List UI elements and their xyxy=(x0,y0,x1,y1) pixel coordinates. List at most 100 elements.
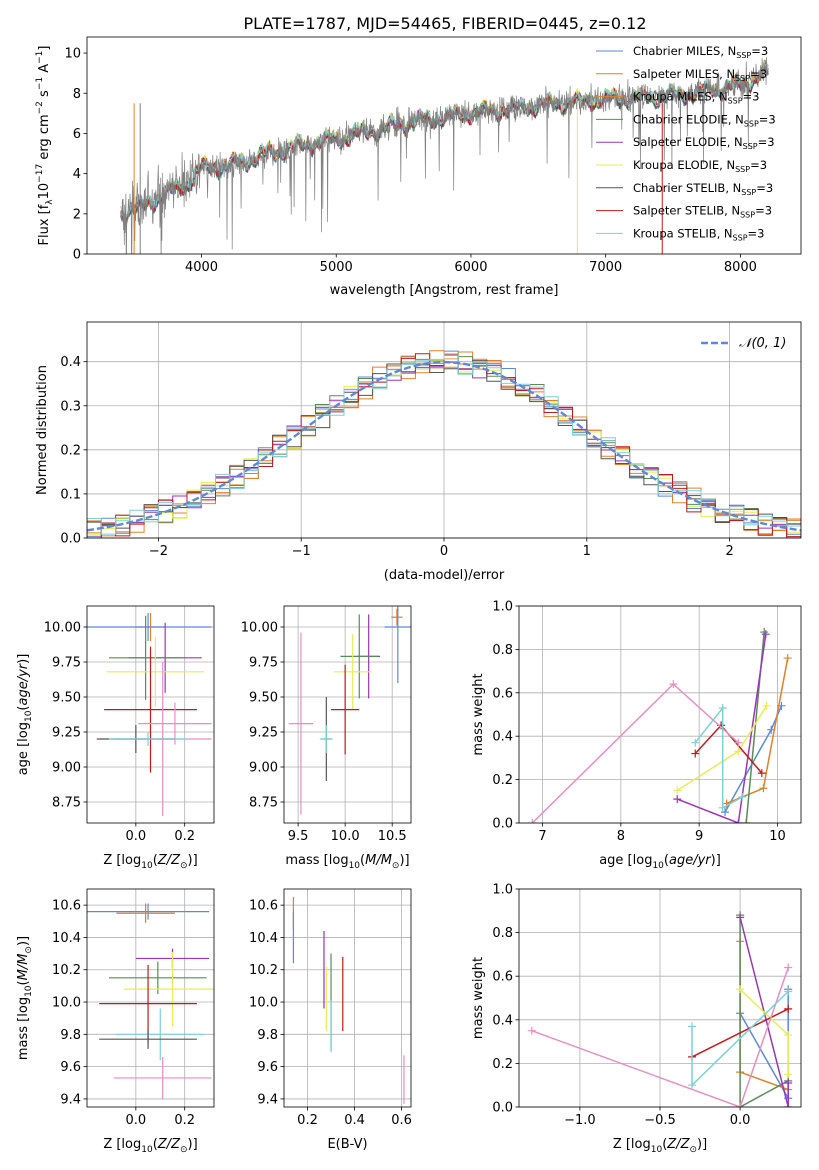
mass-weight-point xyxy=(784,987,793,996)
y-tick-label: 0.8 xyxy=(492,643,513,658)
mass-weight-point xyxy=(784,1103,793,1107)
x-tick-label: 8 xyxy=(617,829,625,844)
axes-frame xyxy=(518,605,802,824)
mass-weight-point xyxy=(760,628,769,637)
x-tick-label: 0 xyxy=(440,544,448,559)
y-tick-label: 0 xyxy=(73,248,81,263)
mass-weight-line xyxy=(691,1008,789,1058)
x-axis-label: (data-model)/error xyxy=(384,568,505,583)
mass-weight-line xyxy=(694,705,743,810)
x-axis-label-part: Z [log xyxy=(103,853,141,868)
y-tick-label: 0.6 xyxy=(492,686,513,701)
y-axis-label-part: age/yr xyxy=(16,662,31,705)
x-axis-label-part: )] xyxy=(188,853,198,868)
x-axis-label: wavelength [Angstrom, rest frame] xyxy=(330,283,559,298)
mass-weight-point xyxy=(784,963,793,972)
y-axis-label-part: Flux [f xyxy=(37,204,52,245)
axes-frame xyxy=(283,605,412,824)
y-tick-label: 9.25 xyxy=(52,726,81,741)
x-tick-label: 0.4 xyxy=(344,1113,365,1128)
y-tick-label: 10.2 xyxy=(52,963,81,978)
legend-entry: Kroupa MILES, NSSP=3 xyxy=(633,90,759,106)
plot-area xyxy=(87,350,801,538)
legend-sub: SSP xyxy=(728,97,743,106)
x-axis-label: Z [log10(Z/Z⊙)] xyxy=(613,1137,707,1155)
x-tick-label: 10 xyxy=(769,829,786,844)
spectrum-panel: 4000 5000 6000 7000 8000 0 2 4 6 8 10 wavelength [A… xyxy=(35,36,802,298)
plot-area xyxy=(288,606,411,815)
y-axis-label: age [log10(age/yr)] xyxy=(16,654,34,776)
plot-area xyxy=(87,613,212,816)
x-tick-label: 0.2 xyxy=(174,1113,195,1128)
mass-weight-point xyxy=(759,784,768,793)
y-tick-label: 9.75 xyxy=(249,656,278,671)
legend-sub: SSP xyxy=(735,74,750,83)
legend-tail: =3 xyxy=(751,44,768,58)
y-axis-label-part: λ xyxy=(45,199,55,205)
x-axis-label-part: ( xyxy=(662,1137,667,1152)
x-tick-label: 0.0 xyxy=(126,829,147,844)
x-tick-label: 0.0 xyxy=(730,1113,751,1128)
y-axis-label: mass weight xyxy=(471,673,486,755)
mass-weight-point xyxy=(757,769,766,778)
mass-weight-point xyxy=(669,680,678,689)
y-axis-label-part: −2 xyxy=(35,101,45,114)
y-axis-label-part: mass [log xyxy=(16,997,31,1060)
y-axis-label-part: )] xyxy=(16,936,31,946)
legend-label: Kroupa STELIB, N xyxy=(633,226,733,240)
x-axis-label: mass [log10(M/M⊙)] xyxy=(285,853,409,871)
legend-entry: Chabrier ELODIE, NSSP=3 xyxy=(633,112,776,128)
mass-weight-line xyxy=(676,634,767,823)
axes-frame xyxy=(86,888,215,1108)
mass-weight-point xyxy=(691,749,700,758)
normal-curve xyxy=(87,360,801,532)
y-tick-label: 0.2 xyxy=(492,773,513,788)
legend-label: Kroupa ELODIE, N xyxy=(633,158,735,172)
mass-weight-point xyxy=(738,792,747,801)
y-axis-label-part: M/M xyxy=(16,954,31,981)
mass-weight-line xyxy=(531,683,739,823)
y-axis-label-part: mass weight xyxy=(471,957,486,1039)
y-axis-label-part: ⊙ xyxy=(24,946,34,954)
legend-label: Salpeter MILES, N xyxy=(633,67,735,81)
mass-weight-point xyxy=(734,819,743,823)
x-axis-label-part: )] xyxy=(399,853,409,868)
y-axis-label-part: 10 xyxy=(37,183,52,200)
y-tick-label: 10.6 xyxy=(249,899,278,914)
y-tick-label: 9.00 xyxy=(249,761,278,776)
y-tick-label: 10.2 xyxy=(249,963,278,978)
x-tick-label: 9.5 xyxy=(288,829,309,844)
y-tick-label: 0.4 xyxy=(492,730,513,745)
y-tick-label: 2 xyxy=(73,207,81,222)
legend-label: Kroupa MILES, N xyxy=(633,90,728,104)
mass-vs-z-panel: 0.0 0.29.49.69.810.010.210.410.6Z [log10(… xyxy=(16,888,215,1155)
mass-weight-point xyxy=(736,913,745,922)
legend-entry: Chabrier STELIB, NSSP=3 xyxy=(633,181,773,197)
axes-frame xyxy=(283,888,412,1108)
x-tick-label: 7000 xyxy=(589,260,622,275)
x-tick-label: 10.0 xyxy=(331,829,360,844)
mass-weight-point xyxy=(527,1026,536,1035)
y-tick-label: 9.6 xyxy=(60,1060,81,1075)
y-tick-label: 1.0 xyxy=(492,600,513,615)
y-tick-label: 9.4 xyxy=(60,1092,81,1107)
x-tick-label: 0.2 xyxy=(297,1113,318,1128)
x-axis-label-part: ⊙ xyxy=(180,861,188,871)
legend-label: Chabrier STELIB, N xyxy=(633,181,741,195)
legend-sub: SSP xyxy=(735,165,750,174)
x-tick-label: 0.0 xyxy=(126,1113,147,1128)
y-axis-label-part: ] xyxy=(37,46,52,51)
y-tick-label: 9.6 xyxy=(257,1060,278,1075)
x-axis-label: E(B-V) xyxy=(327,1137,367,1152)
x-axis-label-part: Z/Z xyxy=(157,1137,181,1152)
mass-weight-point xyxy=(784,1070,793,1079)
plot-area xyxy=(87,903,214,1099)
residual-histogram xyxy=(87,353,801,535)
y-tick-label: 9.75 xyxy=(52,656,81,671)
legend-entry: Salpeter MILES, NSSP=3 xyxy=(633,67,767,83)
plot-area xyxy=(120,57,769,254)
legend-tail: =3 xyxy=(758,135,775,149)
mass-weight-line xyxy=(739,989,789,1102)
